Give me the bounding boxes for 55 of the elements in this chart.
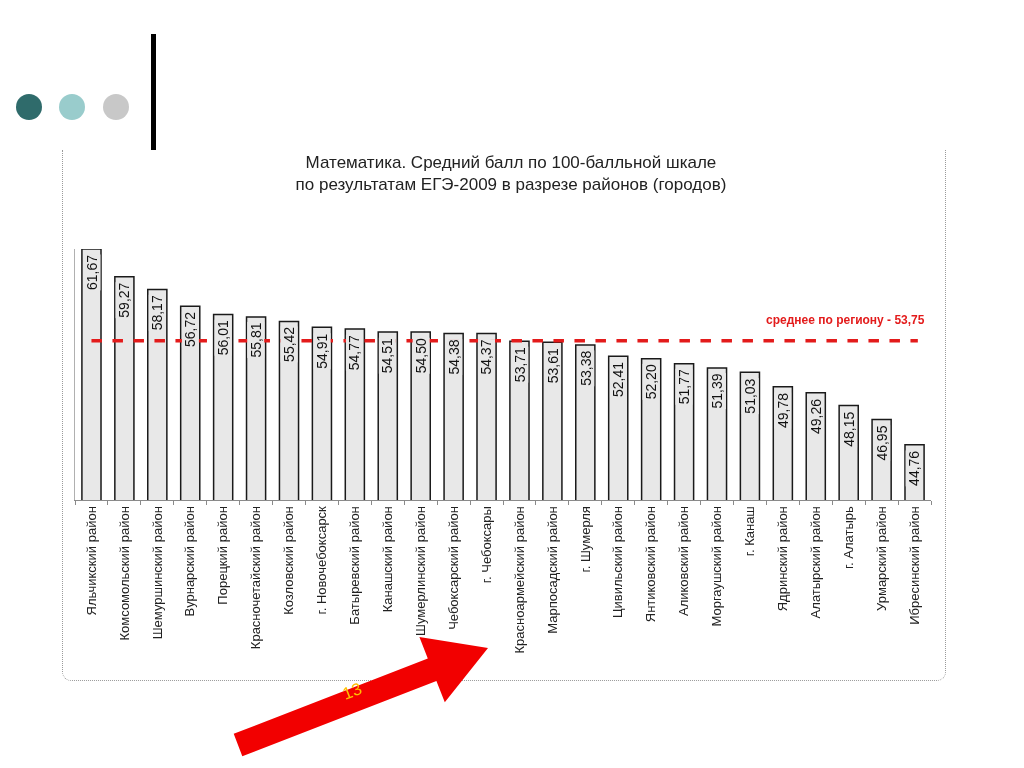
x-tick-label: Ядринский район [775,506,791,612]
ref-line-label: среднее по региону - 53,75 [766,313,925,327]
data-label: 49,26 [807,398,824,435]
data-label: 51,03 [742,378,759,414]
x-tick-label: Красноармейский район [511,506,527,654]
x-tick-label: Красночетайский район [248,506,264,650]
x-tick-label: Чебоксарский район [445,506,461,630]
data-label: 44,76 [906,450,923,486]
x-tick-label: г. Алатырь [840,505,856,570]
x-tick-label: Комсомольский район [116,506,132,641]
x-tick-label: г. Новочебоксарск [314,505,330,615]
x-tick-label: Моргаушский район [709,506,725,627]
data-label: 52,20 [642,364,659,400]
x-tick-label: Марпосадский район [544,506,560,634]
text: 13 [339,679,365,704]
data-label: 59,27 [116,282,133,318]
x-tick-label: Батыревский район [347,506,363,625]
data-label: 54,91 [314,333,331,369]
data-label: 54,51 [379,337,396,374]
data-label: 56,72 [182,311,199,348]
data-label: 49,78 [774,392,791,429]
x-tick-label: Порецкий район [215,506,231,605]
data-label: 54,37 [478,339,495,375]
data-label: 55,81 [247,322,264,358]
x-tick-label: Аликовский район [676,506,692,616]
data-label: 54,77 [346,335,363,371]
x-tick-label: г. Шумерля [577,506,593,573]
data-label: 54,50 [413,337,430,374]
data-label: 53,71 [511,346,528,383]
x-tick-label: Алатырский район [807,506,823,619]
data-label: 46,95 [873,425,890,461]
x-tick-label: г. Канаш [742,506,758,557]
chart-title: Математика. Средний балл по 100-балльной шкале по результатам ЕГЭ-2009 в разрезе районов (городов) [295,153,727,195]
x-tick-label: Козловский район [281,506,297,615]
data-label: 51,77 [675,369,692,405]
data-label: 56,01 [215,319,232,356]
x-tick-label: Урмарский район [873,506,889,611]
data-label: 48,15 [840,411,857,447]
data-label: 53,38 [577,350,594,386]
data-label: 53,61 [544,347,561,384]
data-label: 51,39 [709,373,726,409]
data-label: 61,67 [83,254,100,290]
x-tick-label: Шемуршинский район [149,506,165,640]
x-tick-label: Шумерлинский район [412,506,428,636]
data-label: 58,17 [149,295,166,331]
x-tick-label: Яльчикский район [83,506,99,616]
x-tick-label: Канашский район [379,506,395,613]
x-tick-label: г. Чебоксары [478,506,494,584]
data-label: 52,41 [610,361,627,397]
data-label: 54,38 [445,339,462,375]
data-label: 55,42 [281,326,298,362]
x-tick-label: Янтиковский район [643,506,659,623]
x-tick-label: Вурнарский район [182,506,198,617]
x-tick-label: Ибресинский район [906,506,922,625]
x-tick-label: Цивильский район [610,506,626,619]
